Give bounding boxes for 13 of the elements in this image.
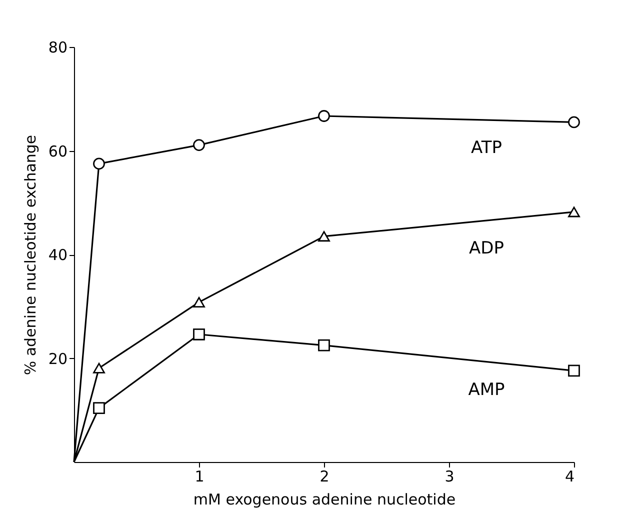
x-axis-title: mM exogenous adenine nucleotide (193, 490, 456, 508)
series-label: ATP (471, 138, 502, 158)
series-label: AMP (468, 380, 505, 400)
x-tick-label: 2 (320, 468, 330, 486)
y-tick-label: 60 (48, 142, 68, 160)
y-tick-label: 80 (48, 38, 68, 56)
x-tick-label: 1 (194, 468, 204, 486)
x-tick-label: 4 (564, 468, 574, 486)
series-label: ADP (469, 238, 504, 258)
y-tick-label: 40 (48, 246, 68, 264)
y-tick-label: 20 (48, 350, 68, 368)
x-tick-label: 3 (444, 468, 454, 486)
y-axis-title: % adenine nucleotide exchange (21, 134, 40, 376)
